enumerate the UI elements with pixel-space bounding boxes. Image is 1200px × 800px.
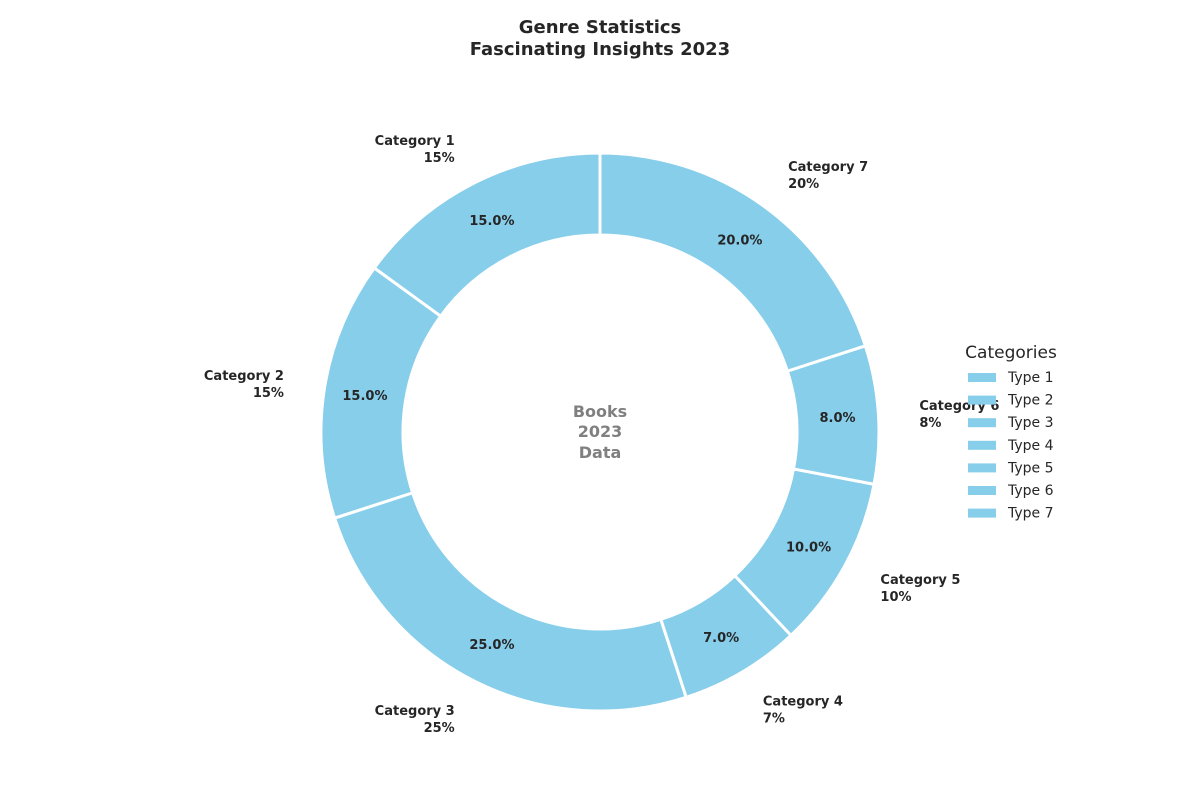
legend-entry-7: Type 7 [1007, 506, 1054, 522]
percentage-label-6: 8.0% [819, 411, 855, 426]
percentage-label-2: 15.0% [342, 389, 387, 404]
category-label-7: Category 7 20% [788, 160, 868, 192]
legend: Categories Type 1 Type 2 Type 3 Type 4 Type … [965, 343, 1057, 522]
percentage-label-5: 10.0% [786, 541, 831, 556]
legend-swatch-5 [968, 463, 996, 473]
donut-slice-7 [598, 151, 867, 373]
legend-swatch-3 [968, 418, 996, 428]
center-text-line-3: Data [579, 443, 622, 462]
center-text-line-1: Books [573, 402, 627, 421]
chart-title-line-2: Fascinating Insights 2023 [470, 39, 730, 60]
category-label-3: Category 3 25% [375, 704, 455, 736]
legend-entry-4: Type 4 [1007, 438, 1054, 454]
percentage-label-3: 25.0% [469, 638, 514, 653]
donut-slice-3 [333, 491, 688, 713]
chart-title-line-1: Genre Statistics [519, 17, 682, 38]
percentage-label-7: 20.0% [717, 233, 762, 248]
chart-title: Genre Statistics Fascinating Insights 20… [470, 17, 730, 60]
category-label-1: Category 1 15% [375, 134, 455, 166]
legend-swatch-4 [968, 440, 996, 450]
donut-center-text: Books 2023 Data [573, 402, 627, 462]
donut-slices [319, 151, 881, 713]
legend-entry-6: Type 6 [1007, 483, 1054, 499]
category-labels: Category 1 15% Category 2 15% Category 3 25% C… [204, 134, 1000, 736]
category-label-2: Category 2 15% [204, 369, 284, 401]
legend-entry-5: Type 5 [1007, 460, 1054, 476]
percentage-label-1: 15.0% [469, 214, 514, 229]
legend-swatch-6 [968, 486, 996, 495]
legend-title: Categories [965, 343, 1057, 363]
legend-entry-3: Type 3 [1007, 415, 1054, 431]
legend-swatch-2 [968, 395, 996, 405]
percentage-labels: 15.0% 15.0% 25.0% 7.0% 10.0% 8.0% 20.0% [342, 214, 855, 653]
legend-entry-1: Type 1 [1007, 370, 1054, 386]
percentage-label-4: 7.0% [703, 631, 739, 646]
legend-entry-2: Type 2 [1007, 393, 1054, 409]
category-label-5: Category 5 10% [880, 573, 960, 605]
category-label-4: Category 4 7% [763, 694, 843, 726]
legend-swatch-1 [968, 373, 996, 382]
category-label-6: Category 6 8% [919, 399, 999, 431]
legend-swatch-7 [968, 508, 996, 518]
center-text-line-2: 2023 [578, 422, 623, 441]
